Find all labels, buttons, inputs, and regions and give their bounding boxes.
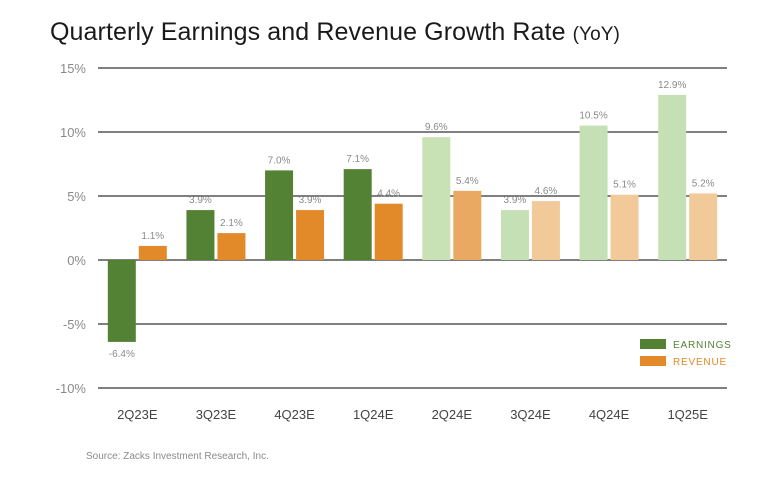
legend-label-earnings: EARNINGS — [673, 340, 732, 351]
legend-swatch-earnings — [640, 339, 666, 349]
earnings-bar-4q24e — [579, 125, 608, 260]
earnings-bar-4q23e — [265, 170, 294, 260]
revenue-bar-3q24e — [531, 201, 560, 260]
earnings-bar-3q24e — [500, 210, 529, 260]
earnings-bar-1q24e — [343, 169, 372, 260]
legend-label-revenue: REVENUE — [673, 357, 727, 368]
revenue-data-label: 3.9% — [299, 195, 322, 206]
x-axis-categories: 2Q23E 3Q23E 4Q23E 1Q24E 2Q24E 3Q24E 4Q24E 1Q25E — [117, 407, 708, 422]
bars — [107, 94, 718, 342]
revenue-bar-1q25e — [689, 193, 718, 260]
y-tick-label: -5% — [63, 317, 87, 332]
legend: EARNINGS REVENUE — [640, 339, 732, 368]
earnings-bar-2q23e — [107, 260, 136, 342]
revenue-data-label: 4.6% — [535, 186, 558, 197]
revenue-data-label: 1.1% — [141, 231, 164, 242]
earnings-data-label: 7.0% — [268, 155, 291, 166]
source-note: Source: Zacks Investment Research, Inc. — [86, 451, 269, 462]
y-axis-ticks: 15% 10% 5% 0% -5% -10% — [56, 61, 87, 396]
x-category-label: 4Q23E — [274, 407, 315, 422]
revenue-bar-2q24e — [453, 190, 482, 260]
earnings-data-label: -6.4% — [109, 349, 135, 360]
earnings-data-label: 9.6% — [425, 122, 448, 133]
chart-title: Quarterly Earnings and Revenue Growth Ra… — [50, 18, 620, 47]
revenue-bar-2q23e — [138, 245, 167, 260]
revenue-bar-4q24e — [610, 194, 639, 260]
earnings-data-label: 3.9% — [504, 195, 527, 206]
revenue-data-label: 5.2% — [692, 178, 715, 189]
earnings-data-label: 12.9% — [658, 80, 686, 91]
revenue-bar-4q23e — [296, 210, 325, 260]
y-tick-label: 5% — [67, 189, 86, 204]
y-tick-label: 15% — [60, 61, 86, 76]
revenue-bar-1q24e — [374, 203, 403, 260]
revenue-bar-3q23e — [217, 233, 246, 260]
y-tick-label: -10% — [56, 381, 87, 396]
legend-swatch-revenue — [640, 356, 666, 366]
revenue-data-label: 4.4% — [377, 189, 400, 200]
y-tick-label: 10% — [60, 125, 86, 140]
y-tick-label: 0% — [67, 253, 86, 268]
chart-title-main: Quarterly Earnings and Revenue Growth Ra… — [50, 18, 566, 46]
earnings-bar-2q24e — [422, 137, 451, 260]
earnings-bar-3q23e — [186, 210, 215, 260]
earnings-data-label: 3.9% — [189, 195, 212, 206]
earnings-data-label: 10.5% — [579, 111, 607, 122]
x-category-label: 2Q24E — [432, 407, 473, 422]
x-category-label: 1Q24E — [353, 407, 394, 422]
earnings-data-label: 7.1% — [346, 154, 369, 165]
x-category-label: 2Q23E — [117, 407, 158, 422]
earnings-bar-1q25e — [658, 94, 687, 260]
x-category-label: 3Q24E — [510, 407, 551, 422]
data-labels: -6.4% 1.1% 3.9% 2.1% 7.0% 3.9% 7.1% 4.4% 9.6% 5.4… — [109, 80, 715, 360]
chart-title-suffix: (YoY) — [572, 24, 620, 45]
x-category-label: 4Q24E — [589, 407, 630, 422]
x-category-label: 3Q23E — [196, 407, 237, 422]
x-category-label: 1Q25E — [667, 407, 708, 422]
revenue-data-label: 5.1% — [613, 180, 636, 191]
revenue-data-label: 2.1% — [220, 218, 243, 229]
revenue-data-label: 5.4% — [456, 176, 479, 187]
